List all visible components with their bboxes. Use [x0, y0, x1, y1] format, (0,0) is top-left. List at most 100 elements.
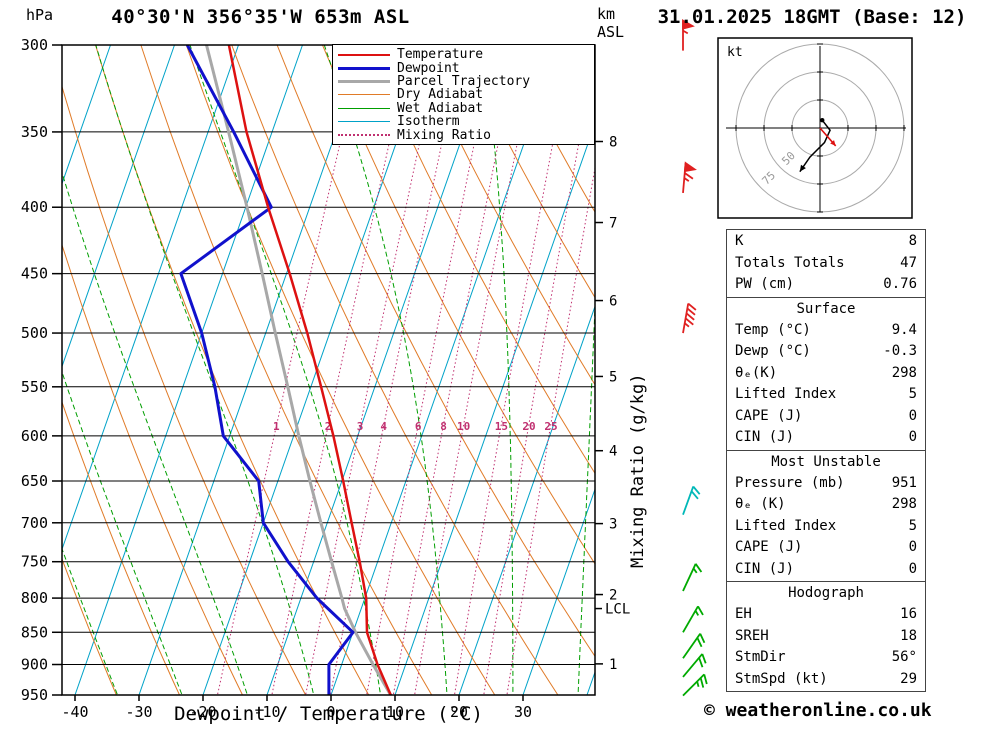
table-row-value: 9.4 [891, 321, 917, 338]
svg-text:2: 2 [325, 420, 332, 433]
table-row-value: 951 [891, 474, 917, 491]
table-row-label: EH [735, 606, 752, 622]
table-row-label: PW (cm) [735, 276, 795, 292]
table-row-value: 18 [900, 627, 917, 644]
svg-text:30: 30 [514, 703, 532, 721]
table-row-value: 0.76 [883, 276, 917, 292]
table-row-value: 0 [908, 539, 917, 555]
legend-line-sample [338, 79, 390, 83]
legend-item: Dewpoint [333, 60, 594, 76]
table-row: Lifted Index 5 [727, 384, 925, 406]
table-row-label: Temp (°C) [735, 321, 811, 338]
wind-barb [682, 485, 701, 515]
plot-frame [61, 44, 596, 696]
temperature-axis: -40 -30 -20 -10 0 10 20 30 [61, 695, 532, 721]
pressure-axis: 300 350 400 450 500 550 600 650 700 750 800 850 900 9… [21, 36, 62, 704]
table-row-value: 5 [908, 386, 917, 402]
skewt-plot-area: 1 2 3 4 6 8 10 15 20 25 [62, 45, 595, 695]
wind-barb [682, 161, 697, 194]
copyright-text: © weatheronline.co.uk [704, 700, 932, 721]
table-row-label: K [735, 233, 744, 249]
table-row-value: 298 [891, 364, 917, 381]
table-row-value: 5 [908, 517, 917, 534]
table-row: Temp (°C) 9.4 [727, 320, 925, 342]
legend-line-sample [338, 53, 390, 56]
svg-text:3: 3 [357, 420, 364, 433]
svg-text:500: 500 [21, 324, 48, 342]
table-row-label: Lifted Index [735, 517, 837, 534]
legend-line-sample [338, 134, 390, 137]
table-row-label: CIN (J) [735, 560, 795, 577]
legend-item: Mixing Ratio [333, 128, 594, 142]
indices-table: K 8 Totals Totals 47 PW (cm) 0.76 Surface Temp … [726, 229, 926, 692]
parcel-trajectory-curve [205, 45, 393, 695]
table-row-label: Dewp (°C) [735, 343, 811, 359]
legend-box: Temperature Dewpoint Parcel Trajectory Dry … [332, 44, 595, 145]
svg-text:6: 6 [415, 420, 422, 433]
table-row-value: 8 [908, 233, 917, 249]
mixing-ratio-axis-title: Mixing Ratio (g/kg) [628, 373, 648, 568]
table-row-value: 0 [908, 560, 917, 577]
table-row: CAPE (J) 0 [727, 537, 925, 559]
dewpoint-curve [179, 45, 355, 695]
legend-label: Dewpoint [397, 60, 460, 76]
table-row-value: 0 [908, 407, 917, 424]
wind-barb [682, 633, 706, 659]
table-row-label: θₑ (K) [735, 496, 786, 512]
svg-text:450: 450 [21, 265, 48, 283]
table-row-value: 56° [891, 649, 917, 665]
table-row-value: 47 [900, 254, 917, 271]
table-row-label: StmSpd (kt) [735, 670, 828, 687]
x-axis-title: Dewpoint / Temperature (°C) [174, 703, 483, 725]
legend-label: Dry Adiabat [397, 87, 484, 103]
legend-label: Isotherm [397, 114, 460, 130]
table-section-header: Hodograph [788, 585, 864, 601]
svg-text:5: 5 [609, 369, 617, 385]
table-section: Hodograph EH 16 SREH 18 StmDir 56° StmSpd (kt) 2… [726, 581, 926, 692]
mixing-ratio-lines [216, 54, 595, 695]
table-row: StmSpd (kt) 29 [727, 669, 925, 691]
hodograph-unit-label: kt [727, 45, 743, 60]
svg-text:15: 15 [495, 420, 508, 433]
table-row-label: θₑ(K) [735, 364, 778, 381]
table-row: Lifted Index 5 [727, 516, 925, 538]
svg-text:-30: -30 [125, 703, 152, 721]
legend-label: Parcel Trajectory [397, 73, 531, 89]
svg-text:-20: -20 [189, 703, 216, 721]
table-section: K 8 Totals Totals 47 PW (cm) 0.76 [726, 229, 926, 298]
svg-text:0: 0 [326, 703, 335, 721]
altitude-axis-unit: km ASL [597, 5, 624, 41]
legend-line-sample [338, 66, 390, 70]
run-date-title: 31.01.2025 18GMT (Base: 12) [657, 6, 967, 28]
table-row-label: Pressure (mb) [735, 474, 845, 491]
svg-text:25: 25 [544, 420, 557, 433]
km-axis: 1 2 3 4 5 6 7 8 [595, 135, 617, 673]
svg-text:900: 900 [21, 656, 48, 674]
legend-item: Isotherm [333, 115, 594, 128]
table-row: PW (cm) 0.76 [727, 274, 925, 296]
legend-item: Parcel Trajectory [333, 75, 594, 88]
hodograph-trace [799, 119, 831, 173]
wind-barb [682, 605, 704, 633]
table-row: Totals Totals 47 [727, 253, 925, 275]
hodograph-origin-dot [820, 117, 825, 123]
legend-item: Dry Adiabat [333, 88, 594, 101]
legend-label: Wet Adiabat [397, 100, 484, 116]
svg-text:950: 950 [21, 686, 48, 704]
table-section-header: Most Unstable [771, 453, 881, 470]
svg-text:550: 550 [21, 378, 48, 396]
table-section-header: Surface [796, 300, 856, 317]
dry-adiabat-lines [62, 45, 595, 695]
svg-text:4: 4 [380, 420, 387, 433]
table-section: Most Unstable Pressure (mb) 951 θₑ (K) 298 Li… [726, 449, 926, 582]
legend-line-sample [338, 94, 390, 96]
svg-text:800: 800 [21, 589, 48, 607]
wind-barb [682, 673, 708, 697]
table-row-label: StmDir [735, 649, 786, 665]
legend-label: Temperature [397, 47, 484, 63]
station-title: 40°30'N 356°35'W 653m ASL [111, 6, 410, 28]
table-row-label: CAPE (J) [735, 407, 803, 424]
km-label: km [597, 5, 616, 23]
table-row-label: SREH [735, 627, 769, 644]
